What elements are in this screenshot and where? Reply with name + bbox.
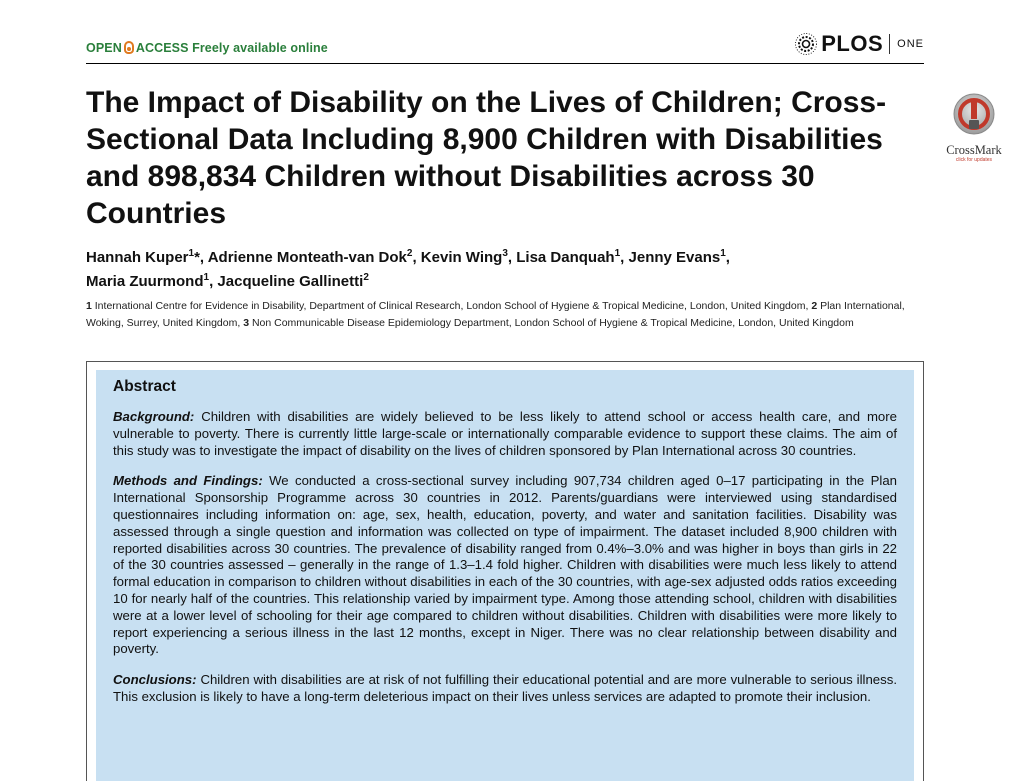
conclusions-label: Conclusions: (113, 672, 197, 688)
author-affiliation-ref: 2 (406, 248, 413, 259)
abstract-background: Background: Children with disabilities a… (113, 409, 897, 459)
author-name: Maria Zuurmond (86, 273, 204, 290)
author-name: Jacqueline Gallinetti (217, 273, 364, 290)
crossmark-sublabel: click for updates (955, 157, 993, 163)
author-name: Kevin Wing (420, 249, 503, 266)
author-affiliation-ref: 3 (502, 248, 508, 259)
background-text: Children with disabilities are widely be… (113, 409, 897, 458)
author-affiliation-ref: 1 (188, 248, 195, 259)
affiliation-number: 2 (811, 300, 818, 312)
corresponding-author-mark: * (194, 249, 200, 266)
author-name: Hannah Kuper (86, 249, 189, 266)
background-label: Background: (113, 409, 195, 424)
author-name: Lisa Danquah (516, 249, 615, 266)
open-access-left: OPEN (86, 41, 122, 55)
affiliation-text: Plan International, Woking, Surrey, Unit… (86, 300, 905, 329)
conclusions-text: Children with disabilities are at risk o… (113, 672, 897, 704)
affiliations: 1 International Centre for Evidence in D… (86, 298, 926, 332)
author-affiliation-ref: 2 (363, 272, 369, 283)
crossmark-label: CrossMark (946, 143, 1002, 157)
methods-label: Methods and Findings: (113, 473, 263, 489)
open-access-right: ACCESS (135, 41, 189, 55)
open-access-lock-icon (123, 41, 134, 54)
plos-one-logo[interactable]: PLOS ONE (794, 31, 924, 57)
affiliation-number: 3 (243, 317, 250, 329)
abstract-conclusions: Conclusions: Children with disabilities … (113, 672, 897, 706)
author-affiliation-ref: 1 (614, 248, 621, 259)
logo-divider (889, 34, 891, 54)
crossmark-badge[interactable]: CrossMark click for updates (938, 92, 1010, 163)
abstract-heading: Abstract (113, 378, 176, 395)
abstract-box: Abstract Background: Children with disab… (96, 370, 914, 781)
affiliation-text: Non Communicable Disease Epidemiology De… (251, 317, 854, 329)
author-affiliation-ref: 1 (720, 248, 726, 259)
author-name: Jenny Evans (628, 249, 721, 266)
header-rule (86, 63, 924, 64)
abstract-methods: Methods and Findings: We conducted a cro… (113, 473, 897, 658)
plos-one-suffix: ONE (897, 38, 924, 50)
journal-header: OPEN ACCESS Freely available online PLOS … (86, 28, 924, 62)
crossmark-icon (953, 93, 995, 135)
affiliation-number: 1 (86, 300, 92, 312)
freely-available-label: Freely available online (192, 41, 328, 55)
author-list: Hannah Kuper1*, Adrienne Monteath-van Do… (86, 248, 730, 291)
affiliation-text: International Centre for Evidence in Dis… (94, 300, 809, 312)
open-access-badge[interactable]: OPEN ACCESS Freely available online (86, 41, 328, 55)
author-name: Adrienne Monteath-van Dok (207, 249, 407, 266)
plos-emblem-icon (794, 32, 818, 56)
article-title: The Impact of Disability on the Lives of… (86, 86, 887, 230)
plos-wordmark: PLOS (821, 31, 884, 56)
methods-text: We conducted a cross-sectional survey in… (113, 473, 897, 657)
author-affiliation-ref: 1 (203, 272, 210, 283)
abstract-frame (86, 361, 924, 781)
